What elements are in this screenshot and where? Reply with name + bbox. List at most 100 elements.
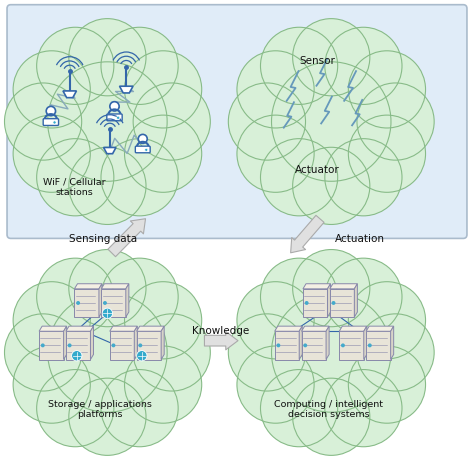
Circle shape (325, 27, 402, 104)
Text: Actuator: Actuator (295, 165, 339, 175)
Ellipse shape (48, 293, 167, 412)
Circle shape (137, 351, 147, 361)
Polygon shape (103, 147, 116, 154)
Polygon shape (101, 284, 129, 289)
Polygon shape (64, 326, 67, 359)
Circle shape (117, 116, 120, 119)
Circle shape (138, 344, 142, 347)
Polygon shape (330, 284, 357, 289)
Polygon shape (91, 326, 93, 359)
Circle shape (101, 370, 178, 447)
Circle shape (13, 115, 91, 192)
Circle shape (69, 147, 146, 225)
Text: Sensor: Sensor (299, 55, 335, 65)
FancyBboxPatch shape (366, 331, 391, 359)
Circle shape (303, 344, 307, 347)
Circle shape (72, 351, 82, 361)
Polygon shape (275, 326, 302, 331)
Text: Knowledge: Knowledge (192, 326, 249, 336)
Circle shape (325, 139, 402, 216)
FancyBboxPatch shape (275, 331, 299, 359)
Circle shape (69, 378, 146, 456)
Polygon shape (74, 284, 102, 289)
Circle shape (101, 139, 178, 216)
Polygon shape (326, 326, 329, 359)
Circle shape (36, 258, 114, 335)
Circle shape (261, 27, 337, 104)
Circle shape (138, 135, 147, 143)
Circle shape (261, 139, 337, 216)
Circle shape (368, 344, 372, 347)
FancyBboxPatch shape (136, 146, 150, 153)
Circle shape (13, 51, 91, 128)
Polygon shape (301, 326, 329, 331)
Circle shape (357, 83, 434, 160)
Circle shape (292, 378, 370, 456)
Circle shape (101, 27, 178, 104)
Polygon shape (119, 86, 133, 93)
Circle shape (325, 258, 402, 335)
Circle shape (4, 314, 82, 391)
Circle shape (325, 370, 402, 447)
Ellipse shape (272, 293, 391, 412)
Circle shape (13, 346, 91, 423)
FancyBboxPatch shape (74, 289, 99, 317)
Circle shape (110, 102, 119, 111)
Text: Computing / intelligent
decision systems: Computing / intelligent decision systems (274, 400, 383, 419)
Circle shape (237, 282, 314, 359)
Circle shape (76, 301, 80, 305)
Circle shape (348, 115, 426, 192)
Circle shape (133, 314, 210, 391)
Text: Sensing data: Sensing data (69, 234, 137, 244)
Circle shape (348, 282, 426, 359)
Circle shape (261, 370, 337, 447)
Text: Storage / applications
platforms: Storage / applications platforms (48, 400, 152, 419)
Circle shape (36, 27, 114, 104)
Circle shape (292, 18, 370, 96)
Circle shape (53, 121, 56, 124)
Polygon shape (63, 91, 76, 98)
Polygon shape (355, 284, 357, 317)
Circle shape (125, 115, 202, 192)
Circle shape (46, 106, 55, 116)
Circle shape (36, 139, 114, 216)
FancyBboxPatch shape (107, 114, 122, 121)
Polygon shape (99, 284, 102, 317)
Circle shape (145, 148, 148, 151)
Ellipse shape (272, 62, 391, 181)
Circle shape (102, 308, 113, 319)
Polygon shape (391, 326, 394, 359)
FancyBboxPatch shape (339, 331, 364, 359)
Polygon shape (366, 326, 394, 331)
Circle shape (292, 249, 370, 327)
FancyBboxPatch shape (330, 289, 355, 317)
FancyBboxPatch shape (110, 331, 134, 359)
Polygon shape (161, 326, 164, 359)
Circle shape (125, 346, 202, 423)
FancyBboxPatch shape (137, 331, 161, 359)
Circle shape (103, 301, 107, 305)
Polygon shape (110, 326, 137, 331)
Polygon shape (299, 326, 302, 359)
Polygon shape (137, 326, 164, 331)
Polygon shape (328, 284, 330, 317)
FancyBboxPatch shape (101, 289, 126, 317)
Circle shape (276, 344, 280, 347)
Circle shape (348, 346, 426, 423)
Circle shape (69, 18, 146, 96)
Polygon shape (39, 326, 67, 331)
Polygon shape (339, 326, 367, 331)
Circle shape (111, 344, 115, 347)
Circle shape (68, 344, 72, 347)
Circle shape (357, 314, 434, 391)
Circle shape (228, 314, 306, 391)
Circle shape (101, 258, 178, 335)
Circle shape (341, 344, 345, 347)
Polygon shape (126, 284, 129, 317)
Polygon shape (134, 326, 137, 359)
Circle shape (305, 301, 309, 305)
Polygon shape (66, 326, 93, 331)
Circle shape (261, 258, 337, 335)
FancyBboxPatch shape (43, 118, 59, 126)
Circle shape (292, 147, 370, 225)
